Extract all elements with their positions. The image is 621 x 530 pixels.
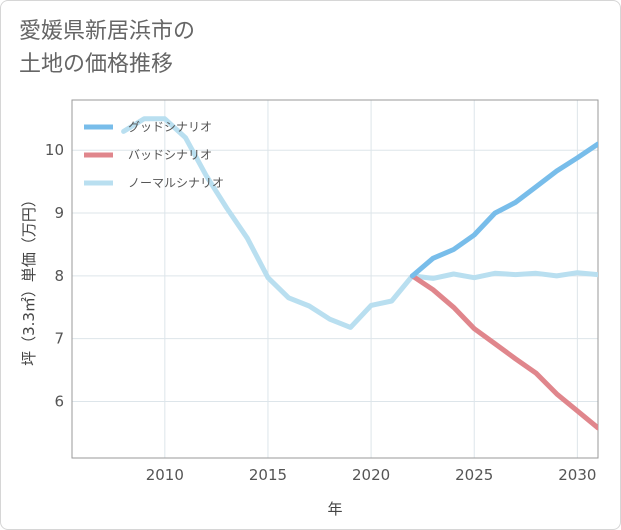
- legend-label-0: グッドシナリオ: [128, 120, 212, 134]
- y-tick-label-6: 6: [54, 392, 64, 410]
- y-tick-label-10: 10: [45, 141, 64, 159]
- legend-label-2: ノーマルシナリオ: [128, 176, 224, 190]
- chart-title: 愛媛県新居浜市の 土地の価格推移: [19, 15, 195, 81]
- y-tick-label-9: 9: [54, 204, 64, 222]
- y-axis-label: 坪（3.3㎡）単価（万円）: [20, 192, 38, 366]
- x-axis-label: 年: [327, 500, 342, 518]
- x-tick-label-2010: 2010: [146, 466, 184, 484]
- chart-title-line-1: 愛媛県新居浜市の: [19, 19, 196, 44]
- series-lines: [121, 116, 598, 431]
- series-line-2: [121, 116, 598, 330]
- y-tick-label-8: 8: [54, 267, 64, 285]
- chart-title-line-2: 土地の価格推移: [19, 52, 174, 77]
- x-axis-ticks: 2010 2015 2020 2025 2030: [146, 466, 597, 484]
- series-line-0: [409, 141, 598, 279]
- plot-area: [71, 99, 599, 459]
- series-line-1: [409, 273, 598, 431]
- x-tick-label-2015: 2015: [249, 466, 287, 484]
- x-tick-label-2030: 2030: [558, 466, 596, 484]
- y-tick-label-7: 7: [54, 330, 64, 348]
- x-tick-label-2020: 2020: [352, 466, 390, 484]
- y-axis-ticks: 6 7 8 9 10: [45, 141, 64, 410]
- x-tick-label-2025: 2025: [455, 466, 493, 484]
- legend-label-1: バッドシナリオ: [128, 148, 212, 162]
